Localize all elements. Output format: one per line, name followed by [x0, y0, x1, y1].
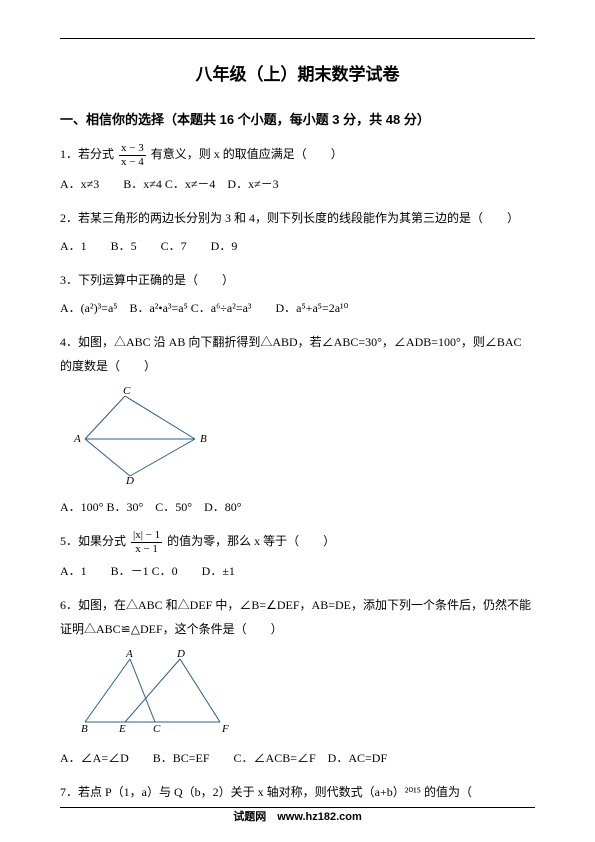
q4-label-D: D [125, 475, 134, 484]
q1-pre: 1．若分式 [60, 147, 114, 161]
page: 八年级（上）期末数学试卷 一、相信你的选择（本题共 16 个小题，每小题 3 分… [0, 0, 595, 842]
q6-label-D: D [176, 648, 185, 660]
question-3: 3．下列运算中正确的是（ ） [60, 268, 535, 292]
q2-options: A．1 B．5 C．7 D．9 [60, 234, 535, 258]
q4-svg: C A B D [70, 384, 230, 484]
q1-den: x − 4 [119, 156, 146, 168]
question-4: 4．如图，△ABC 沿 AB 向下翻折得到△ABD，若∠ABC=30°，∠ADB… [60, 330, 535, 378]
section-heading: 一、相信你的选择（本题共 16 个小题，每小题 3 分，共 48 分） [60, 109, 535, 128]
top-rule [60, 38, 535, 39]
q5-fraction: |x| − 1 x − 1 [131, 530, 162, 555]
q1-post: 有意义，则 x 的取值应满足（ ） [151, 147, 343, 161]
q6-svg: A B E C D F [70, 647, 270, 735]
question-7: 7．若点 P（1，a）与 Q（b，2）关于 x 轴对称，则代数式（a+b）²⁰¹… [60, 780, 535, 804]
footer-text: 试题网 www.hz182.com [0, 808, 595, 824]
q6-label-A: A [125, 648, 133, 660]
q3-options: A．(a²)³=a⁵ B．a²•a³=a⁵ C．a⁶÷a²=a³ D．a⁵+a⁵… [60, 296, 535, 320]
q6-label-F: F [221, 723, 229, 735]
q6-label-C: C [153, 723, 161, 735]
q5-num: |x| − 1 [131, 530, 162, 543]
q4-label-C: C [123, 385, 131, 397]
q6-label-E: E [118, 723, 126, 735]
question-1: 1．若分式 x − 3 x − 4 有意义，则 x 的取值应满足（ ） [60, 142, 535, 168]
q6-figure: A B E C D F [70, 647, 535, 740]
exam-title: 八年级（上）期末数学试卷 [60, 60, 535, 85]
q1-num: x − 3 [119, 143, 146, 156]
question-5: 5．如果分式 |x| − 1 x − 1 的值为零，那么 x 等于（ ） [60, 529, 535, 555]
q1-fraction: x − 3 x − 4 [119, 143, 146, 168]
q5-pre: 5．如果分式 [60, 534, 126, 548]
q4-label-A: A [73, 433, 81, 445]
q6-label-B: B [81, 723, 88, 735]
q5-den: x − 1 [131, 543, 162, 555]
q4-figure: C A B D [70, 384, 535, 489]
q6-options: A．∠A=∠D B．BC=EF C．∠ACB=∠F D．AC=DF [60, 746, 535, 770]
question-6: 6．如图，在△ABC 和△DEF 中，∠B=∠DEF，AB=DE，添加下列一个条… [60, 593, 535, 641]
q4-label-B: B [200, 433, 207, 445]
q4-options: A．100° B．30° C．50° D．80° [60, 495, 535, 519]
q5-options: A．1 B．－1 C．0 D．±1 [60, 559, 535, 583]
q1-options: A．x≠3 B．x≠4 C．x≠－4 D．x≠－3 [60, 172, 535, 196]
question-2: 2．若某三角形的两边长分别为 3 和 4，则下列长度的线段能作为其第三边的是（ … [60, 206, 535, 230]
q5-post: 的值为零，那么 x 等于（ ） [167, 534, 335, 548]
